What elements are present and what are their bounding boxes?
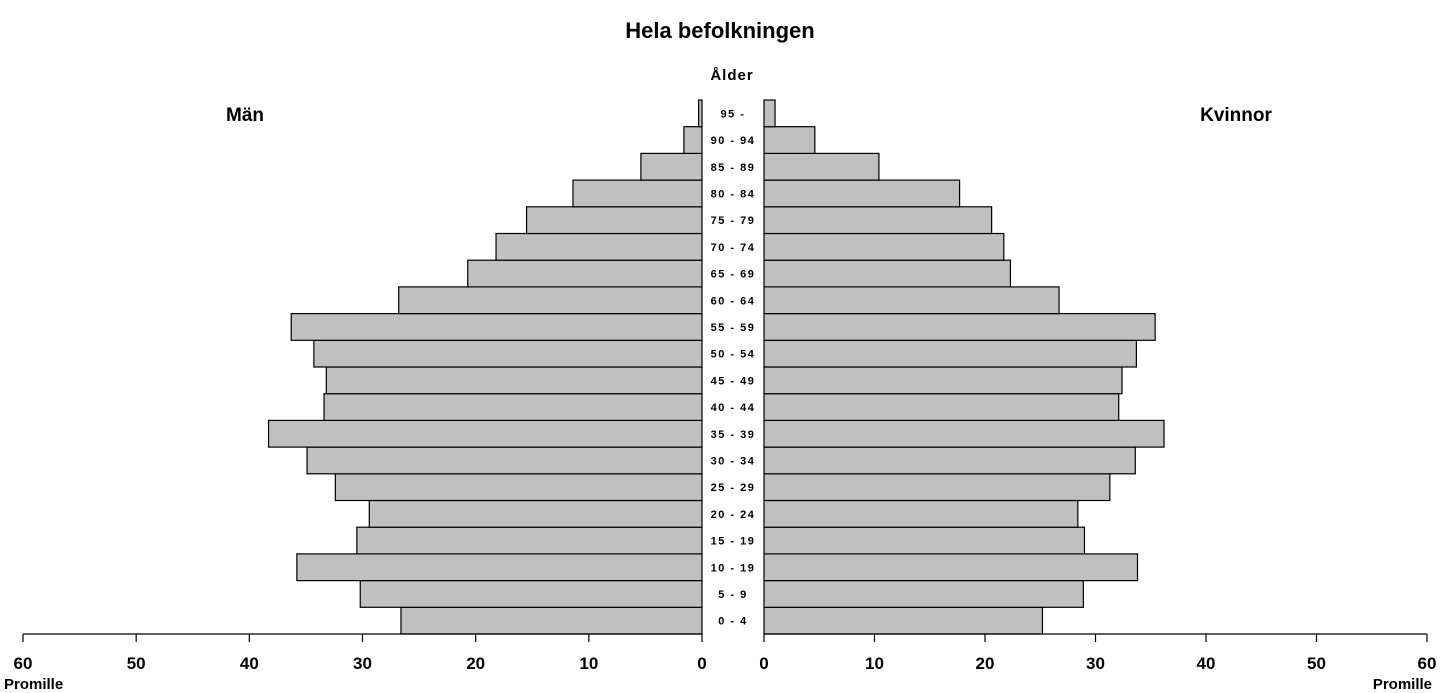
bar-women-0-4 [763, 606, 1044, 635]
age-label-0-4: 0 - 4 [718, 616, 748, 628]
x-tick-label-left-20: 20 [466, 654, 485, 673]
x-tick-label-right-10: 10 [865, 654, 884, 673]
bar-men-20-24 [368, 499, 703, 528]
age-label-80-84: 80 - 84 [711, 188, 756, 200]
x-axis-left: 0 10 20 30 40 50 60 [14, 633, 707, 673]
age-label-90-94: 90 - 94 [711, 135, 756, 147]
age-label-20-24: 20 - 24 [711, 509, 756, 521]
age-label-50-54: 50 - 54 [711, 349, 756, 361]
bar-men-5-9 [359, 579, 703, 608]
age-label-60-64: 60 - 64 [711, 295, 756, 307]
x-tick-label-left-40: 40 [240, 654, 259, 673]
bar-men-35-39 [267, 419, 703, 448]
bar-men-60-64 [398, 286, 703, 315]
age-label-85-89: 85 - 89 [711, 162, 756, 174]
bar-women-85-89 [763, 152, 880, 181]
x-tick-label-left-60: 60 [14, 654, 33, 673]
bar-women-80-84 [763, 179, 961, 208]
age-label-5-9: 5 - 9 [718, 589, 748, 601]
age-label-65-69: 65 - 69 [711, 269, 756, 281]
bar-women-75-79 [763, 206, 993, 235]
x-tick-label-right-50: 50 [1307, 654, 1326, 673]
bar-men-55-59 [290, 313, 703, 341]
chart-title: Hela befolkningen [625, 18, 814, 43]
x-tick-label-right-60: 60 [1418, 654, 1437, 673]
x-tick-label-right-0: 0 [759, 654, 768, 673]
right-side-label: Kvinnor [1200, 105, 1272, 126]
bar-men-80-84 [572, 179, 703, 208]
age-labels: 0 - 4 5 - 9 10 - 19 15 - 19 20 - 24 25 - 29 30… [711, 108, 756, 628]
bar-women-25-29 [763, 473, 1111, 502]
x-tick-label-left-50: 50 [127, 654, 146, 673]
x-tick-label-right-30: 30 [1086, 654, 1105, 673]
bar-men-95- [698, 99, 703, 128]
bar-men-50-54 [313, 339, 703, 368]
bar-men-40-44 [323, 393, 703, 422]
bar-men-10-14 [296, 553, 703, 582]
age-label-45-49: 45 - 49 [711, 375, 756, 387]
bar-women-10-14 [763, 553, 1139, 582]
age-label-95-: 95 - [721, 108, 746, 120]
age-label-10-14: 10 - 19 [711, 562, 756, 574]
bar-women-95- [763, 99, 776, 128]
x-tick-label-right-40: 40 [1197, 654, 1216, 673]
x-axis-unit-right: Promille [1373, 676, 1432, 693]
age-label-70-74: 70 - 74 [711, 242, 756, 254]
bar-women-35-39 [763, 419, 1165, 448]
bar-men-70-74 [495, 232, 703, 261]
x-axis-unit-left: Promille [4, 676, 63, 693]
bar-men-90-94 [683, 126, 703, 154]
bars-men [267, 99, 703, 635]
age-label-15-19: 15 - 19 [711, 536, 756, 548]
left-side-label: Män [226, 105, 264, 126]
x-axis-right: 0 10 20 30 40 50 60 [759, 633, 1437, 673]
bar-women-90-94 [763, 126, 816, 154]
bar-men-15-19 [356, 526, 703, 555]
x-tick-label-right-20: 20 [976, 654, 995, 673]
bar-women-45-49 [763, 366, 1123, 395]
bar-women-40-44 [763, 393, 1120, 422]
bar-men-65-69 [467, 259, 703, 288]
bar-men-0-4 [400, 606, 703, 635]
age-label-35-39: 35 - 39 [711, 429, 756, 441]
x-tick-label-left-0: 0 [697, 654, 706, 673]
bar-women-60-64 [763, 286, 1060, 315]
bar-women-70-74 [763, 232, 1005, 261]
age-label-40-44: 40 - 44 [711, 402, 756, 414]
bar-men-25-29 [334, 473, 703, 502]
age-label-25-29: 25 - 29 [711, 482, 756, 494]
bar-women-30-34 [763, 446, 1136, 475]
bar-women-55-59 [763, 313, 1156, 341]
bar-men-45-49 [325, 366, 703, 395]
age-label-55-59: 55 - 59 [711, 322, 756, 334]
age-label-75-79: 75 - 79 [711, 215, 756, 227]
bar-men-30-34 [306, 446, 703, 475]
bar-women-20-24 [763, 499, 1079, 528]
bar-men-85-89 [640, 152, 703, 181]
bar-women-65-69 [763, 259, 1012, 288]
bars-women [763, 99, 1165, 635]
bar-men-75-79 [525, 206, 703, 235]
age-label-30-34: 30 - 34 [711, 455, 756, 467]
center-age-label: Ålder [710, 67, 753, 84]
x-tick-label-left-30: 30 [353, 654, 372, 673]
x-tick-label-left-10: 10 [579, 654, 598, 673]
bar-women-5-9 [763, 579, 1084, 608]
bar-women-50-54 [763, 339, 1137, 368]
bar-women-15-19 [763, 526, 1086, 555]
